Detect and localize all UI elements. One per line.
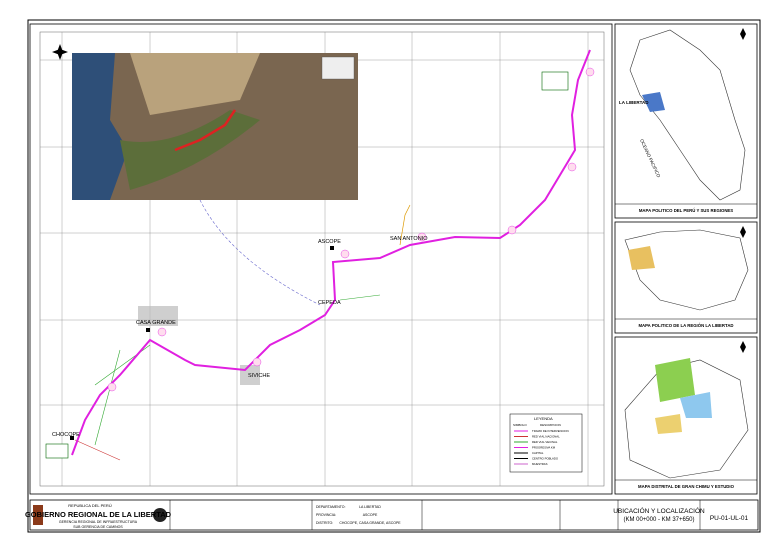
region-outline <box>624 229 749 311</box>
capital-symbol <box>70 436 74 440</box>
label: SIVICHE <box>248 373 270 379</box>
progressive-marker <box>507 225 517 235</box>
label: LA LIBERTAD <box>359 505 381 509</box>
north-arrow <box>52 44 68 60</box>
label: ASCOPE <box>363 513 378 517</box>
label: SUB GERENCIA DE CAMINOS <box>73 525 123 529</box>
red-road <box>74 439 121 461</box>
label: PROGRESIVA KM <box>532 446 556 450</box>
label: DISTRITO: <box>316 521 333 525</box>
label: (KM 00+000 - KM 37+650) <box>623 517 694 523</box>
label: RED VIAL NACIONAL <box>532 435 560 439</box>
start-box <box>45 443 69 459</box>
progressive-marker <box>340 249 350 259</box>
progressive-marker <box>585 67 595 77</box>
label: MAPA POLITICO DE LA REGIÓN LA LIBERTAD <box>638 323 733 328</box>
label: CEPEDA <box>318 300 341 306</box>
label: PROVINCIA: <box>316 513 336 517</box>
seal <box>153 508 167 522</box>
label: LA LIBERTAD <box>619 100 649 105</box>
outer-frame <box>27 19 761 533</box>
label: RED VIAL VECINAL <box>532 440 558 444</box>
label: TRAMO DE INTERVENCION <box>532 429 569 433</box>
label: GOBIERNO REGIONAL DE LA LIBERTAD <box>25 510 172 519</box>
label: UBICACIÓN Y LOCALIZACIÓN <box>613 506 705 515</box>
label: DESCRIPCION <box>540 423 561 427</box>
label: LEYENDA <box>534 416 553 421</box>
north-arrow <box>740 341 746 353</box>
label: ASCOPE <box>318 239 341 245</box>
district-yellow <box>655 414 682 434</box>
la-libertad <box>642 92 665 112</box>
peru-outline <box>629 29 746 201</box>
district-blue <box>680 392 712 418</box>
label: CAPITAL <box>532 451 544 455</box>
capital-symbol <box>330 246 334 250</box>
label: CHOCOPE <box>52 432 80 438</box>
label: CASA GRANDE <box>136 320 176 326</box>
progressive-marker <box>157 327 167 337</box>
label: SAN ANTONIO <box>390 236 428 242</box>
label: DEPARTAMENTO: <box>316 505 346 509</box>
north-arrow <box>740 226 746 238</box>
region-highlight <box>628 246 655 270</box>
road-red <box>174 109 237 152</box>
label: PU-01-UL-01 <box>710 515 749 522</box>
progressive-marker <box>107 382 117 392</box>
title-block <box>29 499 759 531</box>
desert <box>130 53 260 115</box>
legend-box <box>509 413 583 473</box>
label: MAPA POLITICO DEL PERÚ Y SUS REGIONES <box>639 208 733 213</box>
progressive-marker <box>417 232 427 242</box>
progressive-marker <box>252 357 262 367</box>
route <box>71 49 591 456</box>
urban-area <box>138 306 178 326</box>
main-map-frame <box>29 23 613 495</box>
end-box <box>541 71 569 91</box>
label: CENTRO POBLADO <box>532 457 559 461</box>
label: REPUBLICA DEL PERÚ <box>68 503 112 508</box>
label: SIMBOLO <box>513 423 527 427</box>
label: GERENCIA REGIONAL DE INFRAESTRUCTURA <box>59 520 138 524</box>
north-arrow <box>740 28 746 40</box>
label: MUESTRAS <box>532 462 548 466</box>
label: CHOCOPE, CASA GRANDE, ASCOPE <box>339 521 401 525</box>
dashed-link <box>199 199 321 306</box>
district-green <box>655 358 695 402</box>
capital-symbol <box>146 328 150 332</box>
logo <box>33 505 43 525</box>
sea <box>72 53 128 200</box>
label: MAPA DISTRITAL DE GRAN CHIMU Y ESTUDIO <box>638 484 735 489</box>
progressive-marker <box>567 162 577 172</box>
inset-legend <box>321 56 355 80</box>
valley <box>120 110 260 190</box>
orange-road <box>399 204 411 246</box>
map-inner-frame <box>39 31 605 487</box>
